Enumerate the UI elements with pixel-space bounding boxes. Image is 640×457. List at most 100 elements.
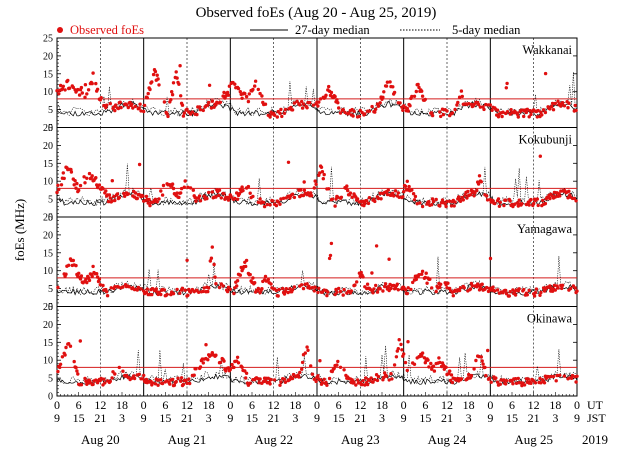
- observed-point: [504, 379, 509, 383]
- observed-point: [241, 188, 245, 193]
- observed-point: [341, 107, 345, 112]
- observed-point: [63, 88, 67, 92]
- station-panels: 0 5 10 15 20 25 Wakkanai 0 5 10 15 20 25 Kokubunji 0 5 1…: [43, 34, 579, 403]
- jst-tick-label: 3: [466, 411, 472, 425]
- observed-point: [229, 195, 233, 199]
- observed-point: [244, 371, 249, 375]
- observed-point: [260, 94, 264, 98]
- ut-tick-label: 12: [441, 398, 453, 412]
- observed-point: [335, 290, 339, 294]
- observed-point: [312, 289, 316, 293]
- observed-point: [539, 110, 543, 114]
- observed-points: [56, 241, 579, 298]
- observed-point: [569, 286, 573, 291]
- observed-point: [538, 293, 542, 297]
- observed-point: [426, 358, 430, 362]
- observed-point: [278, 383, 282, 387]
- observed-point: [498, 200, 502, 205]
- observed-point: [169, 98, 173, 102]
- observed-point: [450, 111, 455, 115]
- observed-point: [183, 179, 187, 183]
- observed-point: [190, 110, 195, 114]
- observed-point: [420, 94, 425, 98]
- observed-point: [333, 94, 337, 99]
- observed-point: [391, 85, 395, 89]
- y-tick-label: 20: [43, 320, 53, 331]
- observed-point: [71, 258, 76, 263]
- observed-point: [562, 374, 567, 378]
- observed-point: [338, 365, 343, 369]
- observed-point: [553, 288, 557, 292]
- observed-point: [170, 93, 175, 97]
- observed-point: [217, 188, 222, 192]
- observed-point: [533, 290, 538, 295]
- observed-point: [117, 195, 122, 200]
- observed-point: [298, 370, 302, 375]
- observed-point: [235, 197, 240, 201]
- observed-point: [495, 288, 500, 292]
- observed-point: [476, 102, 481, 107]
- day-label: Aug 24: [428, 432, 467, 447]
- jst-tick-label: 15: [506, 411, 518, 425]
- observed-point: [76, 372, 80, 376]
- observed-point: [75, 369, 79, 373]
- ut-tick-label: 18: [549, 398, 561, 412]
- observed-point: [300, 367, 304, 371]
- ut-tick-label: 6: [336, 398, 342, 412]
- observed-point: [306, 191, 310, 195]
- observed-point: [337, 106, 341, 110]
- observed-point: [310, 372, 315, 376]
- observed-point: [283, 380, 288, 384]
- observed-point: [472, 102, 476, 107]
- observed-point: [108, 196, 113, 200]
- observed-point: [496, 197, 501, 201]
- observed-point: [539, 290, 543, 295]
- jst-tick-label: 21: [441, 411, 453, 425]
- observed-point: [505, 110, 510, 114]
- observed-point: [453, 107, 457, 112]
- observed-point: [560, 286, 564, 291]
- observed-point: [302, 180, 306, 184]
- ut-tick-label: 0: [141, 398, 147, 412]
- observed-point: [401, 195, 405, 199]
- observed-point: [349, 289, 353, 293]
- observed-point: [427, 365, 431, 369]
- observed-point: [308, 286, 312, 290]
- observed-point: [170, 377, 175, 382]
- observed-point: [559, 189, 563, 193]
- observed-point: [137, 372, 141, 377]
- observed-point: [251, 276, 255, 280]
- observed-point: [59, 183, 64, 187]
- observed-point: [311, 103, 316, 107]
- observed-point: [198, 365, 203, 369]
- observed-point: [121, 285, 125, 289]
- observed-point: [432, 369, 437, 373]
- observed-point: [66, 78, 70, 83]
- y-tick-label: 20: [43, 141, 53, 152]
- observed-point: [186, 185, 190, 189]
- observed-point: [218, 100, 223, 105]
- observed-point: [386, 188, 390, 192]
- y-axis-label: foEs (MHz): [12, 199, 27, 261]
- observed-point: [463, 193, 467, 197]
- observed-point: [406, 340, 410, 344]
- observed-point: [369, 376, 373, 380]
- observed-point: [265, 202, 269, 207]
- observed-point: [268, 115, 272, 119]
- observed-point: [462, 286, 466, 290]
- jst-tick-label: 15: [159, 411, 171, 425]
- y-tick-label: 20: [43, 230, 53, 241]
- observed-point: [151, 72, 156, 77]
- observed-point: [142, 373, 146, 378]
- observed-point: [326, 290, 330, 294]
- observed-point: [335, 98, 339, 102]
- observed-point: [195, 112, 199, 117]
- observed-point: [484, 102, 488, 107]
- observed-point: [103, 381, 107, 385]
- observed-point: [298, 103, 302, 107]
- observed-point: [361, 379, 365, 383]
- observed-point: [553, 195, 557, 199]
- observed-point: [416, 82, 420, 87]
- observed-point: [536, 108, 540, 113]
- observed-point: [550, 104, 554, 109]
